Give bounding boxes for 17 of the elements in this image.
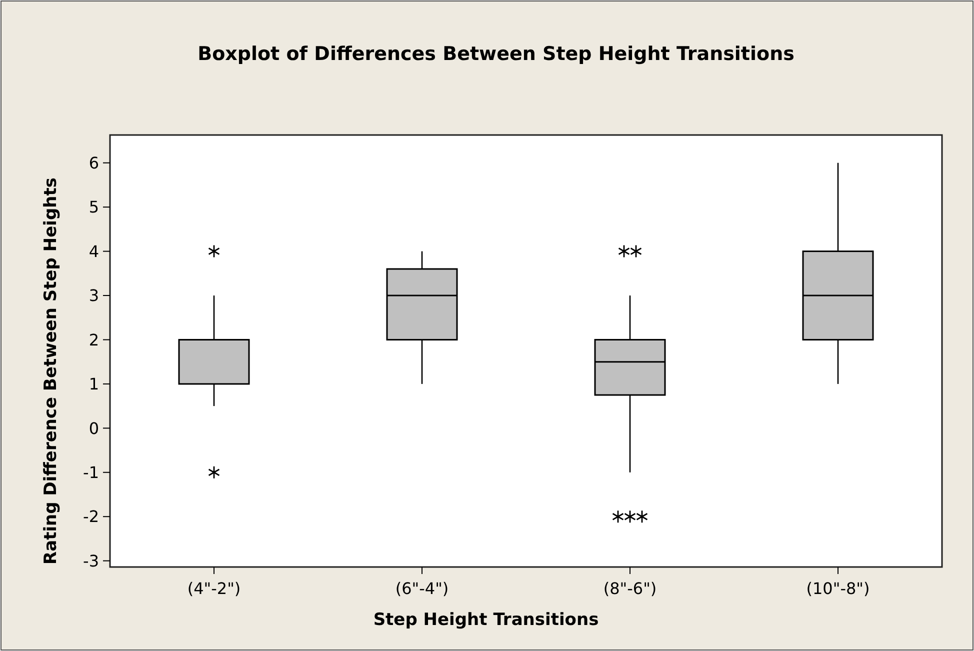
- y-tick-label: 0: [88, 418, 99, 438]
- y-tick-label: -3: [83, 551, 99, 570]
- x-tick-label: (8"-6"): [603, 579, 657, 598]
- y-tick-label: -2: [83, 507, 99, 526]
- y-tick-label: -1: [83, 462, 99, 482]
- y-tick-label: 6: [88, 153, 99, 172]
- y-tick-label: 3: [88, 286, 99, 306]
- y-axis-title: Rating Difference Between Step Heights: [41, 178, 61, 564]
- y-tick-label: 1: [88, 374, 99, 394]
- y-tick-label: 2: [88, 330, 99, 350]
- y-tick-label: 5: [88, 198, 99, 217]
- x-tick-label: (10"-8"): [806, 579, 870, 598]
- x-axis-title: Step Height Transitions: [373, 610, 599, 630]
- x-tick-label: (4"-2"): [187, 579, 241, 598]
- y-tick-label: 4: [88, 242, 99, 261]
- chart-title: Boxplot of Differences Between Step Height Transitions: [198, 43, 794, 65]
- x-tick-label: (6"-4"): [395, 579, 449, 598]
